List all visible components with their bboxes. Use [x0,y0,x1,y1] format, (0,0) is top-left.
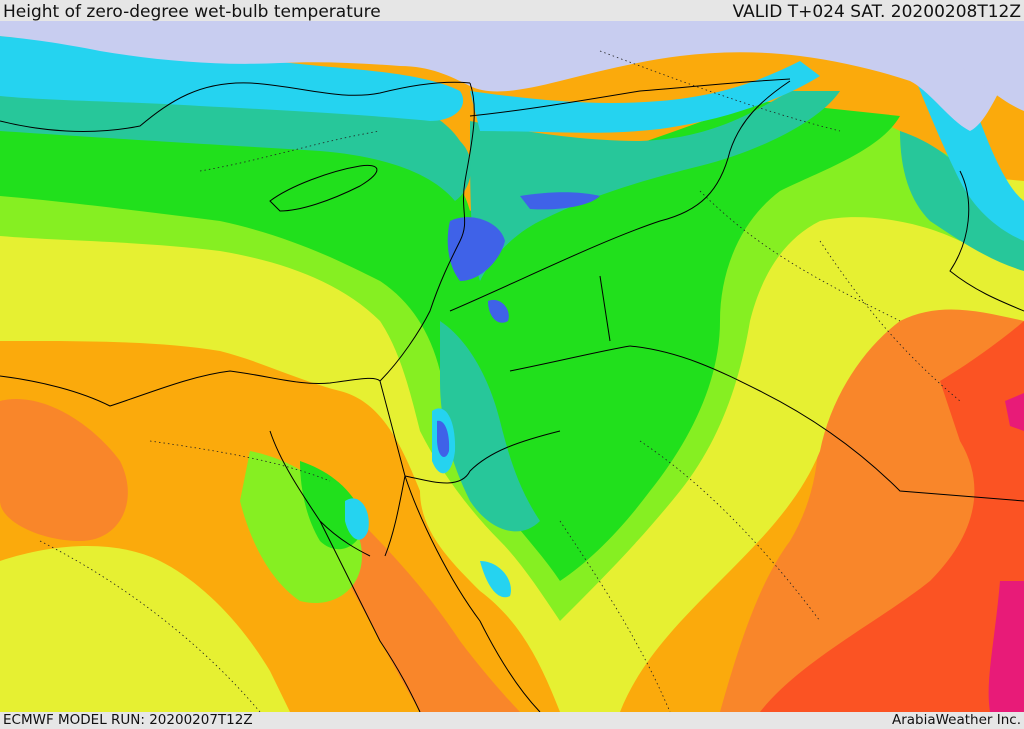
field-yellow-west [0,546,290,712]
field-magenta-e [1005,393,1024,431]
field-cyan-sinai [345,498,369,540]
field-sea-cold-east [930,21,1024,111]
border-jordan-saudi [404,430,561,484]
field-light-green-sinai [240,451,362,603]
weather-map [0,21,1024,712]
field-teal-east [900,131,1024,271]
coastline-persian-gulf [949,170,1024,312]
coastline-red-sea-east [404,475,541,712]
field-blue-hermon [488,299,509,323]
field-dark-orange-west [0,399,128,541]
border-turkey-syria [469,78,791,117]
field-blue-lebanon [447,217,505,281]
field-blue-jordan [437,420,450,457]
field-sea-cold [0,21,1024,131]
map-footer: ECMWF MODEL RUN: 20200207T12Z ArabiaWeat… [0,712,1024,729]
coastline-egypt [0,370,381,407]
coastline-suez-gulf [269,430,371,557]
internal-boundaries [39,50,961,712]
field-blue-syria [520,192,600,210]
borders [0,78,1024,712]
field-magenta-se [988,581,1024,712]
model-run: ECMWF MODEL RUN: 20200207T12Z [3,712,253,728]
map-header: Height of zero-degree wet-bulb temperatu… [0,0,1024,21]
coastline-north [0,81,471,132]
coastline-red-sea-west [319,520,421,712]
border-syria-jordan [599,275,611,342]
border-jordan-iraq [509,345,631,372]
border-iraq-saudi [629,345,1024,502]
field-teal-levant [470,91,840,281]
field-cyan-levant [470,61,820,133]
coast-cyprus [269,164,378,212]
valid-time: VALID T+024 SAT. 20200208T12Z [732,2,1021,21]
field-cyan-hejaz [480,561,511,598]
border-israel-egypt [379,380,406,477]
map-title: Height of zero-degree wet-bulb temperatu… [3,2,381,21]
field-cyan-north [0,36,464,121]
credit: ArabiaWeather Inc. [891,712,1021,728]
coastline-aqaba-gulf [384,475,406,557]
field-dark-orange-red-sea [330,501,520,712]
field-teal-jordan [440,321,540,532]
coastline-levant [379,82,475,382]
field-red-orange [760,321,1024,712]
border-syria-iraq [449,80,791,312]
